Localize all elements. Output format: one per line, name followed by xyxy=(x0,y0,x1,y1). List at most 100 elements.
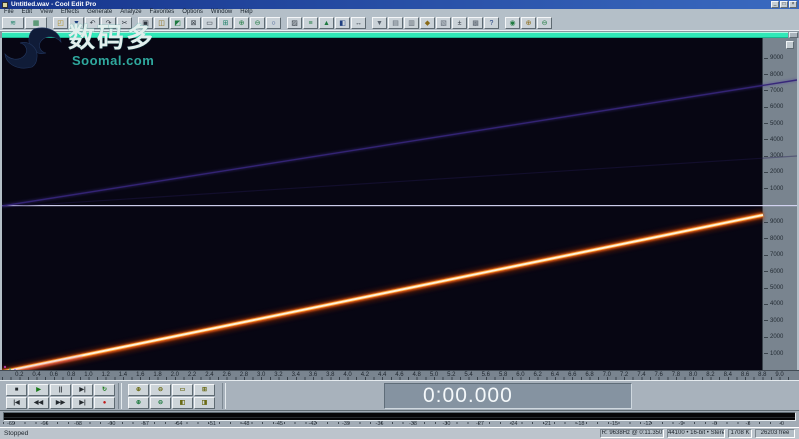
undo-button[interactable]: ↶ xyxy=(85,17,100,29)
zoom-out-button[interactable]: ⊖ xyxy=(250,17,265,29)
overview-view-range[interactable] xyxy=(2,32,788,38)
zoom-selection-button[interactable]: ⊞ xyxy=(194,384,215,396)
save-file-button[interactable]: ▼ xyxy=(69,17,84,29)
mix-paste-button[interactable]: ◩ xyxy=(170,17,185,29)
level-meter-area[interactable]: -69 -66 -63 -60 -57 -54 -51 -48 -45 -42 -39 -36 -33 -… xyxy=(0,411,799,427)
reverse-button[interactable]: ↔ xyxy=(351,17,366,29)
record-button[interactable]: ● xyxy=(94,397,115,409)
zoom-right-button[interactable]: ◨ xyxy=(194,397,215,409)
select-all-icon: ⊞ xyxy=(222,19,229,27)
overview-navigation-bar[interactable] xyxy=(0,30,799,38)
waveform-view-button[interactable]: ≋ xyxy=(2,17,24,29)
play-looped-button[interactable]: ↻ xyxy=(94,384,115,396)
meter-db--42: -42 xyxy=(308,421,317,427)
time-tick-6.4: 6.4 xyxy=(550,372,560,378)
cue-list-icon: ▤ xyxy=(392,19,399,27)
go-to-end-button[interactable]: ▶| xyxy=(72,397,93,409)
cut-button[interactable]: ✂ xyxy=(117,17,132,29)
close-button[interactable]: × xyxy=(789,1,797,8)
delete-button[interactable]: ⊠ xyxy=(186,17,201,29)
play-to-end-button[interactable]: ▶| xyxy=(72,384,93,396)
upper-sweep-line xyxy=(1,79,798,207)
zoom-selection-icon: ⊞ xyxy=(201,387,208,393)
menu-edit[interactable]: Edit xyxy=(21,9,33,15)
normalize-button[interactable]: ◧ xyxy=(335,17,350,29)
time-tick-4.4: 4.4 xyxy=(377,372,387,378)
trim-icon: ▭ xyxy=(206,19,213,27)
convert-button[interactable]: ± xyxy=(452,17,467,29)
pause-button[interactable]: || xyxy=(50,384,71,396)
info-button[interactable]: ◆ xyxy=(420,17,435,29)
select-all-button[interactable]: ⊞ xyxy=(218,17,233,29)
meter-db--69: -69 xyxy=(7,421,15,427)
level-meter-bar[interactable] xyxy=(3,412,796,421)
zoom-out-v-button[interactable]: ⊖ xyxy=(150,397,171,409)
time-tick-0.6: 0.6 xyxy=(49,372,58,378)
marker-button[interactable]: ▼ xyxy=(372,17,387,29)
eq-button[interactable]: ≡ xyxy=(303,17,318,29)
menu-file[interactable]: File xyxy=(4,9,14,15)
go-to-start-button[interactable]: |◀ xyxy=(6,397,27,409)
menu-options[interactable]: Options xyxy=(182,9,203,15)
rewind-button[interactable]: ◀◀ xyxy=(28,397,49,409)
zoom-in-v-button[interactable]: ⊕ xyxy=(128,397,149,409)
overview-right-cap[interactable] xyxy=(789,32,798,38)
play-list-button[interactable]: ▥ xyxy=(404,17,419,29)
maximize-button[interactable]: □ xyxy=(780,1,788,8)
copy-button[interactable]: ▣ xyxy=(138,17,153,29)
zoom-in-button[interactable]: ⊕ xyxy=(234,17,249,29)
meter-ticks xyxy=(3,422,789,424)
open-file-button[interactable]: ◰ xyxy=(53,17,68,29)
time-tick-5.6: 5.6 xyxy=(481,372,490,378)
meter-db--0: -0 xyxy=(779,421,784,427)
menu-generate[interactable]: Generate xyxy=(87,9,113,15)
menu-analyze[interactable]: Analyze xyxy=(120,9,142,15)
record-options-button[interactable]: ◉ xyxy=(505,17,520,29)
timeline-ruler[interactable]: 0.2 0.4 0.6 0.8 1.0 1.2 1.4 1.6 1.8 2.0 2.2 2.4 2.6 2… xyxy=(0,370,799,380)
time-tick-4.0: 4.0 xyxy=(343,372,352,378)
trim-button[interactable]: ▭ xyxy=(202,17,217,29)
waveform-view-icon: ≋ xyxy=(10,19,16,27)
redo-button[interactable]: ↷ xyxy=(101,17,116,29)
menu-favorites[interactable]: Favorites xyxy=(149,9,175,15)
ruler-corner-button[interactable] xyxy=(786,41,794,49)
zoom-left-button[interactable]: ◧ xyxy=(172,397,193,409)
title-bar[interactable]: Untitled.wav - Cool Edit Pro _ □ × xyxy=(0,0,799,9)
mix-paste-icon: ◩ xyxy=(174,19,181,27)
spectral-view[interactable] xyxy=(0,38,798,379)
menu-view[interactable]: View xyxy=(40,9,53,15)
save-file-icon: ▼ xyxy=(73,19,80,27)
play-button[interactable]: ▶ xyxy=(28,384,49,396)
frequency-ruler[interactable] xyxy=(762,38,797,370)
zoom-in-v-icon: ⊕ xyxy=(135,400,142,406)
time-tick-3.2: 3.2 xyxy=(274,372,283,378)
find-button[interactable]: ○ xyxy=(266,17,281,29)
menu-help[interactable]: Help xyxy=(240,9,253,15)
time-tick-8.8: 8.8 xyxy=(758,372,767,378)
help-toolbar-button[interactable]: ? xyxy=(484,17,499,29)
multitrack-view-button[interactable]: ▦ xyxy=(25,17,47,29)
meter-db--15: -15 xyxy=(610,421,618,427)
stop-button[interactable]: ■ xyxy=(6,384,27,396)
zoom-out-h-button[interactable]: ⊖ xyxy=(150,384,171,396)
time-display-panel: 0:00.000 xyxy=(384,383,632,409)
device-button[interactable]: ⊕ xyxy=(521,17,536,29)
undo-icon: ↶ xyxy=(89,19,96,27)
zoom-in-h-button[interactable]: ⊕ xyxy=(128,384,149,396)
paste-button[interactable]: ◫ xyxy=(154,17,169,29)
monitor-button[interactable]: ▩ xyxy=(468,17,483,29)
meter-options-button[interactable]: ⊖ xyxy=(537,17,552,29)
settings-button[interactable]: ▧ xyxy=(436,17,451,29)
toolbar-group: ◰ ▼ ↶ ↷ ✂ xyxy=(53,17,133,29)
amplify-button[interactable]: ▲ xyxy=(319,17,334,29)
time-tick-7.6: 7.6 xyxy=(654,372,663,378)
zoom-full-button[interactable]: ▭ xyxy=(172,384,193,396)
menu-effects[interactable]: Effects xyxy=(60,9,80,15)
zoom-left-icon: ◧ xyxy=(179,400,186,406)
spectral-view-button[interactable]: ▨ xyxy=(287,17,302,29)
window-title: Untitled.wav - Cool Edit Pro xyxy=(11,1,97,8)
fast-forward-button[interactable]: ▶▶ xyxy=(50,397,71,409)
minimize-button[interactable]: _ xyxy=(771,1,779,8)
menu-window[interactable]: Window xyxy=(210,9,233,15)
cue-list-button[interactable]: ▤ xyxy=(388,17,403,29)
